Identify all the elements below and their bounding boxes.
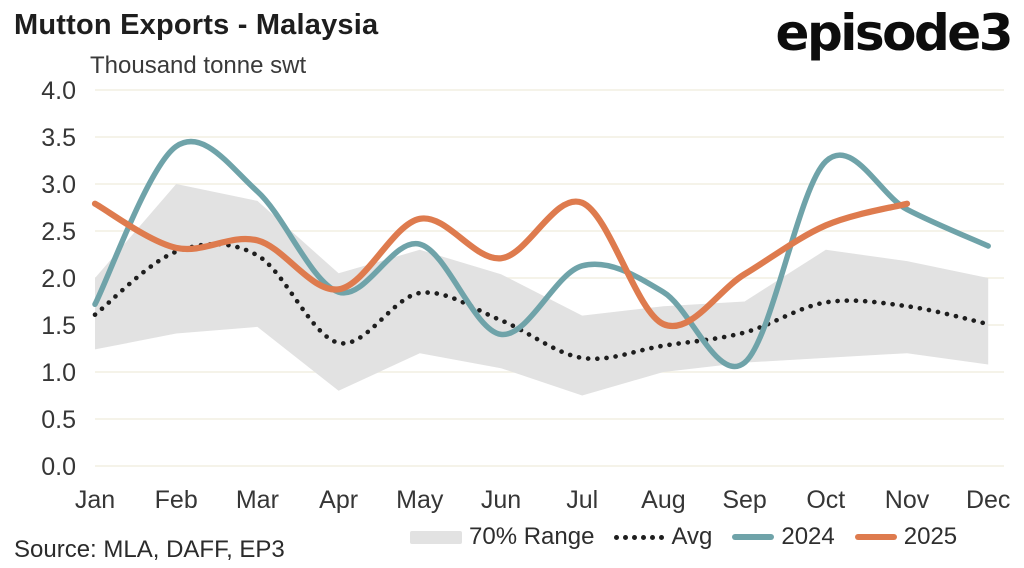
chart-unit-label: Thousand tonne swt bbox=[90, 52, 307, 79]
x-tick-label: Feb bbox=[155, 486, 198, 514]
y-tick-label: 2.0 bbox=[41, 265, 76, 293]
legend-swatch-2025 bbox=[854, 534, 897, 540]
avg-line bbox=[92, 241, 991, 361]
legend-label-70-range: 70% Range bbox=[469, 523, 595, 550]
x-tick-label: May bbox=[396, 486, 444, 514]
x-tick-label: Dec bbox=[966, 486, 1010, 514]
x-tick-label: Jul bbox=[566, 486, 598, 514]
y-tick-label: 0.5 bbox=[41, 406, 76, 434]
legend-label-2025: 2025 bbox=[903, 523, 958, 550]
x-tick-label: Sep bbox=[722, 486, 766, 514]
y-tick-label: 1.5 bbox=[41, 312, 76, 340]
x-tick-label: Oct bbox=[806, 486, 845, 514]
line-2024 bbox=[92, 138, 991, 370]
y-tick-label: 1.0 bbox=[41, 359, 76, 387]
y-tick-label: 2.5 bbox=[41, 218, 76, 246]
x-tick-label: Aug bbox=[641, 486, 685, 514]
y-tick-label: 4.0 bbox=[41, 77, 76, 105]
legend: 70% Range Avg 2024 2025 bbox=[410, 523, 957, 551]
legend-label-2024: 2024 bbox=[781, 523, 835, 550]
source-note: Source: MLA, DAFF, EP3 bbox=[14, 536, 285, 563]
x-tick-label: Jan bbox=[75, 486, 115, 514]
legend-item-2025: 2025 bbox=[854, 523, 958, 551]
line-2025 bbox=[91, 198, 911, 330]
episode3-logo: episode3 bbox=[775, 4, 1014, 62]
y-tick-label: 3.0 bbox=[41, 171, 76, 199]
legend-item-70-range: 70% Range bbox=[410, 523, 594, 551]
x-tick-label: Jun bbox=[481, 486, 521, 514]
legend-item-2024: 2024 bbox=[732, 523, 835, 551]
y-tick-label: 3.5 bbox=[41, 124, 76, 152]
chart-title: Mutton Exports - Malaysia bbox=[14, 9, 379, 41]
x-tick-label: Mar bbox=[236, 486, 279, 514]
x-tick-label: Nov bbox=[885, 486, 930, 514]
x-tick-label: Apr bbox=[319, 486, 358, 514]
legend-item-avg: Avg bbox=[614, 523, 712, 551]
band-70-range bbox=[95, 184, 989, 396]
legend-swatch-avg bbox=[614, 534, 665, 540]
legend-swatch-2024 bbox=[732, 534, 775, 540]
legend-swatch-70-range bbox=[410, 530, 462, 544]
legend-label-avg: Avg bbox=[671, 523, 713, 550]
y-tick-label: 0.0 bbox=[41, 453, 76, 481]
